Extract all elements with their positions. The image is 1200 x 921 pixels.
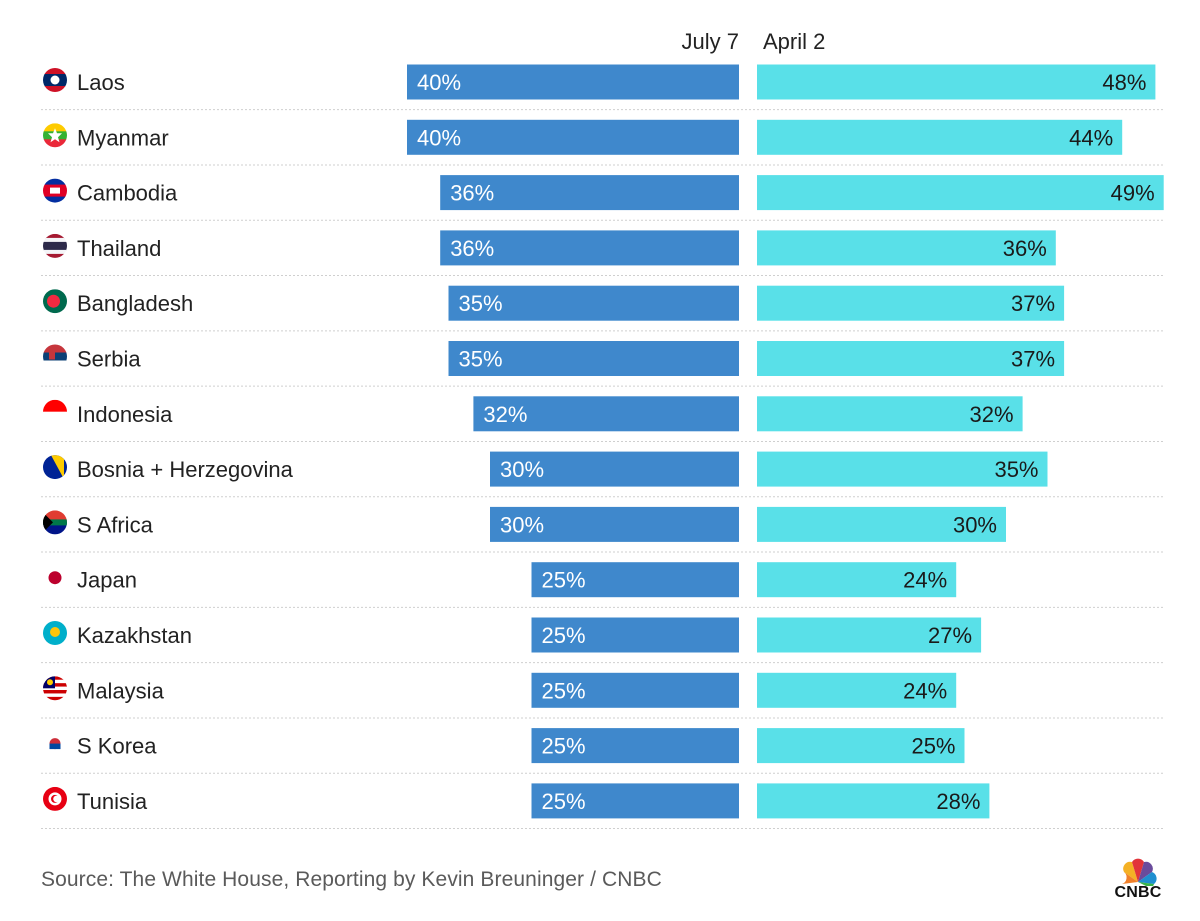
bar-label-april-2: 44% <box>1069 125 1113 150</box>
cnbc-logo: CNBC <box>1106 852 1170 904</box>
bar-label-july-7: 30% <box>500 512 544 537</box>
bar-april-2 <box>757 230 1056 266</box>
thailand-flag-icon <box>43 233 67 258</box>
bar-july-7 <box>448 341 739 376</box>
bar-label-july-7: 25% <box>542 789 586 814</box>
bar-april-2 <box>757 119 1123 155</box>
bar-april-2 <box>757 783 990 819</box>
bar-july-7 <box>448 285 739 321</box>
bangladesh-flag-icon <box>43 289 67 314</box>
country-label: Kazakhstan <box>77 623 192 648</box>
bar-july-7 <box>531 783 739 819</box>
country-label: Malaysia <box>77 678 165 703</box>
bar-april-2 <box>757 451 1048 487</box>
bar-july-7 <box>490 506 739 542</box>
bar-label-april-2: 49% <box>1111 181 1155 206</box>
bar-label-july-7: 25% <box>542 678 586 703</box>
bar-label-july-7: 35% <box>459 291 503 316</box>
bar-july-7 <box>440 230 739 266</box>
country-label: Laos <box>77 70 125 95</box>
bar-july-7 <box>407 119 739 155</box>
bar-label-july-7: 25% <box>542 568 586 593</box>
bar-label-april-2: 37% <box>1011 347 1055 372</box>
bar-label-july-7: 40% <box>417 125 461 150</box>
bar-label-april-2: 35% <box>994 457 1038 482</box>
bar-label-july-7: 40% <box>417 70 461 95</box>
indonesia-flag-icon <box>43 399 67 424</box>
bar-april-2 <box>757 617 982 653</box>
country-label: S Korea <box>77 734 157 759</box>
legend-july-7: July 7 <box>682 29 739 54</box>
country-label: Japan <box>77 568 137 593</box>
bar-july-7 <box>407 64 739 100</box>
myanmar-flag-icon <box>43 123 67 148</box>
bar-label-july-7: 36% <box>450 181 494 206</box>
peacock-icon <box>1122 858 1157 888</box>
laos-flag-icon <box>43 68 67 92</box>
bar-july-7 <box>531 562 739 598</box>
bar-label-april-2: 30% <box>953 512 997 537</box>
bar-label-april-2: 25% <box>911 734 955 759</box>
bar-april-2 <box>757 672 957 708</box>
bar-july-7 <box>473 396 739 432</box>
bar-label-april-2: 27% <box>928 623 972 648</box>
bar-july-7 <box>531 672 739 708</box>
bar-april-2 <box>757 562 957 598</box>
bar-label-april-2: 24% <box>903 568 947 593</box>
bar-label-july-7: 25% <box>542 623 586 648</box>
bar-label-july-7: 25% <box>542 734 586 759</box>
bar-april-2 <box>757 285 1065 321</box>
country-label: Thailand <box>77 236 161 261</box>
bar-label-july-7: 35% <box>459 347 503 372</box>
country-label: Bosnia + Herzegovina <box>77 457 294 482</box>
kazakhstan-flag-icon <box>43 621 67 645</box>
bar-label-april-2: 24% <box>903 678 947 703</box>
bar-april-2 <box>757 64 1156 100</box>
cambodia-flag-icon <box>43 178 67 203</box>
country-label: Myanmar <box>77 125 169 150</box>
country-label: S Africa <box>77 512 154 537</box>
country-label: Indonesia <box>77 402 173 427</box>
source-note: Source: The White House, Reporting by Ke… <box>41 868 662 891</box>
country-label: Tunisia <box>77 789 148 814</box>
bosnia-flag-icon <box>43 455 67 480</box>
country-label: Bangladesh <box>77 291 193 316</box>
south-africa-flag-icon <box>43 510 67 535</box>
legend-april-2: April 2 <box>763 29 825 54</box>
country-label: Serbia <box>77 347 141 372</box>
bar-label-april-2: 32% <box>970 402 1014 427</box>
bar-april-2 <box>757 175 1164 211</box>
bar-label-april-2: 37% <box>1011 291 1055 316</box>
bar-april-2 <box>757 341 1065 376</box>
malaysia-flag-icon <box>43 676 67 701</box>
japan-flag-icon <box>43 565 67 590</box>
bar-label-april-2: 36% <box>1003 236 1047 261</box>
bar-april-2 <box>757 506 1006 542</box>
serbia-flag-icon <box>43 344 67 369</box>
country-label: Cambodia <box>77 181 178 206</box>
bar-label-july-7: 30% <box>500 457 544 482</box>
bar-july-7 <box>531 728 739 764</box>
logo-text: CNBC <box>1114 884 1162 901</box>
bar-july-7 <box>490 451 739 487</box>
tunisia-flag-icon <box>43 786 67 811</box>
bar-label-july-7: 32% <box>483 402 527 427</box>
bar-label-april-2: 48% <box>1102 70 1146 95</box>
bar-july-7 <box>440 175 739 211</box>
bar-april-2 <box>757 396 1023 432</box>
bar-april-2 <box>757 728 965 764</box>
bar-july-7 <box>531 617 739 653</box>
bar-label-april-2: 28% <box>936 789 980 814</box>
bar-label-july-7: 36% <box>450 236 494 261</box>
south-korea-flag-icon <box>43 731 67 756</box>
